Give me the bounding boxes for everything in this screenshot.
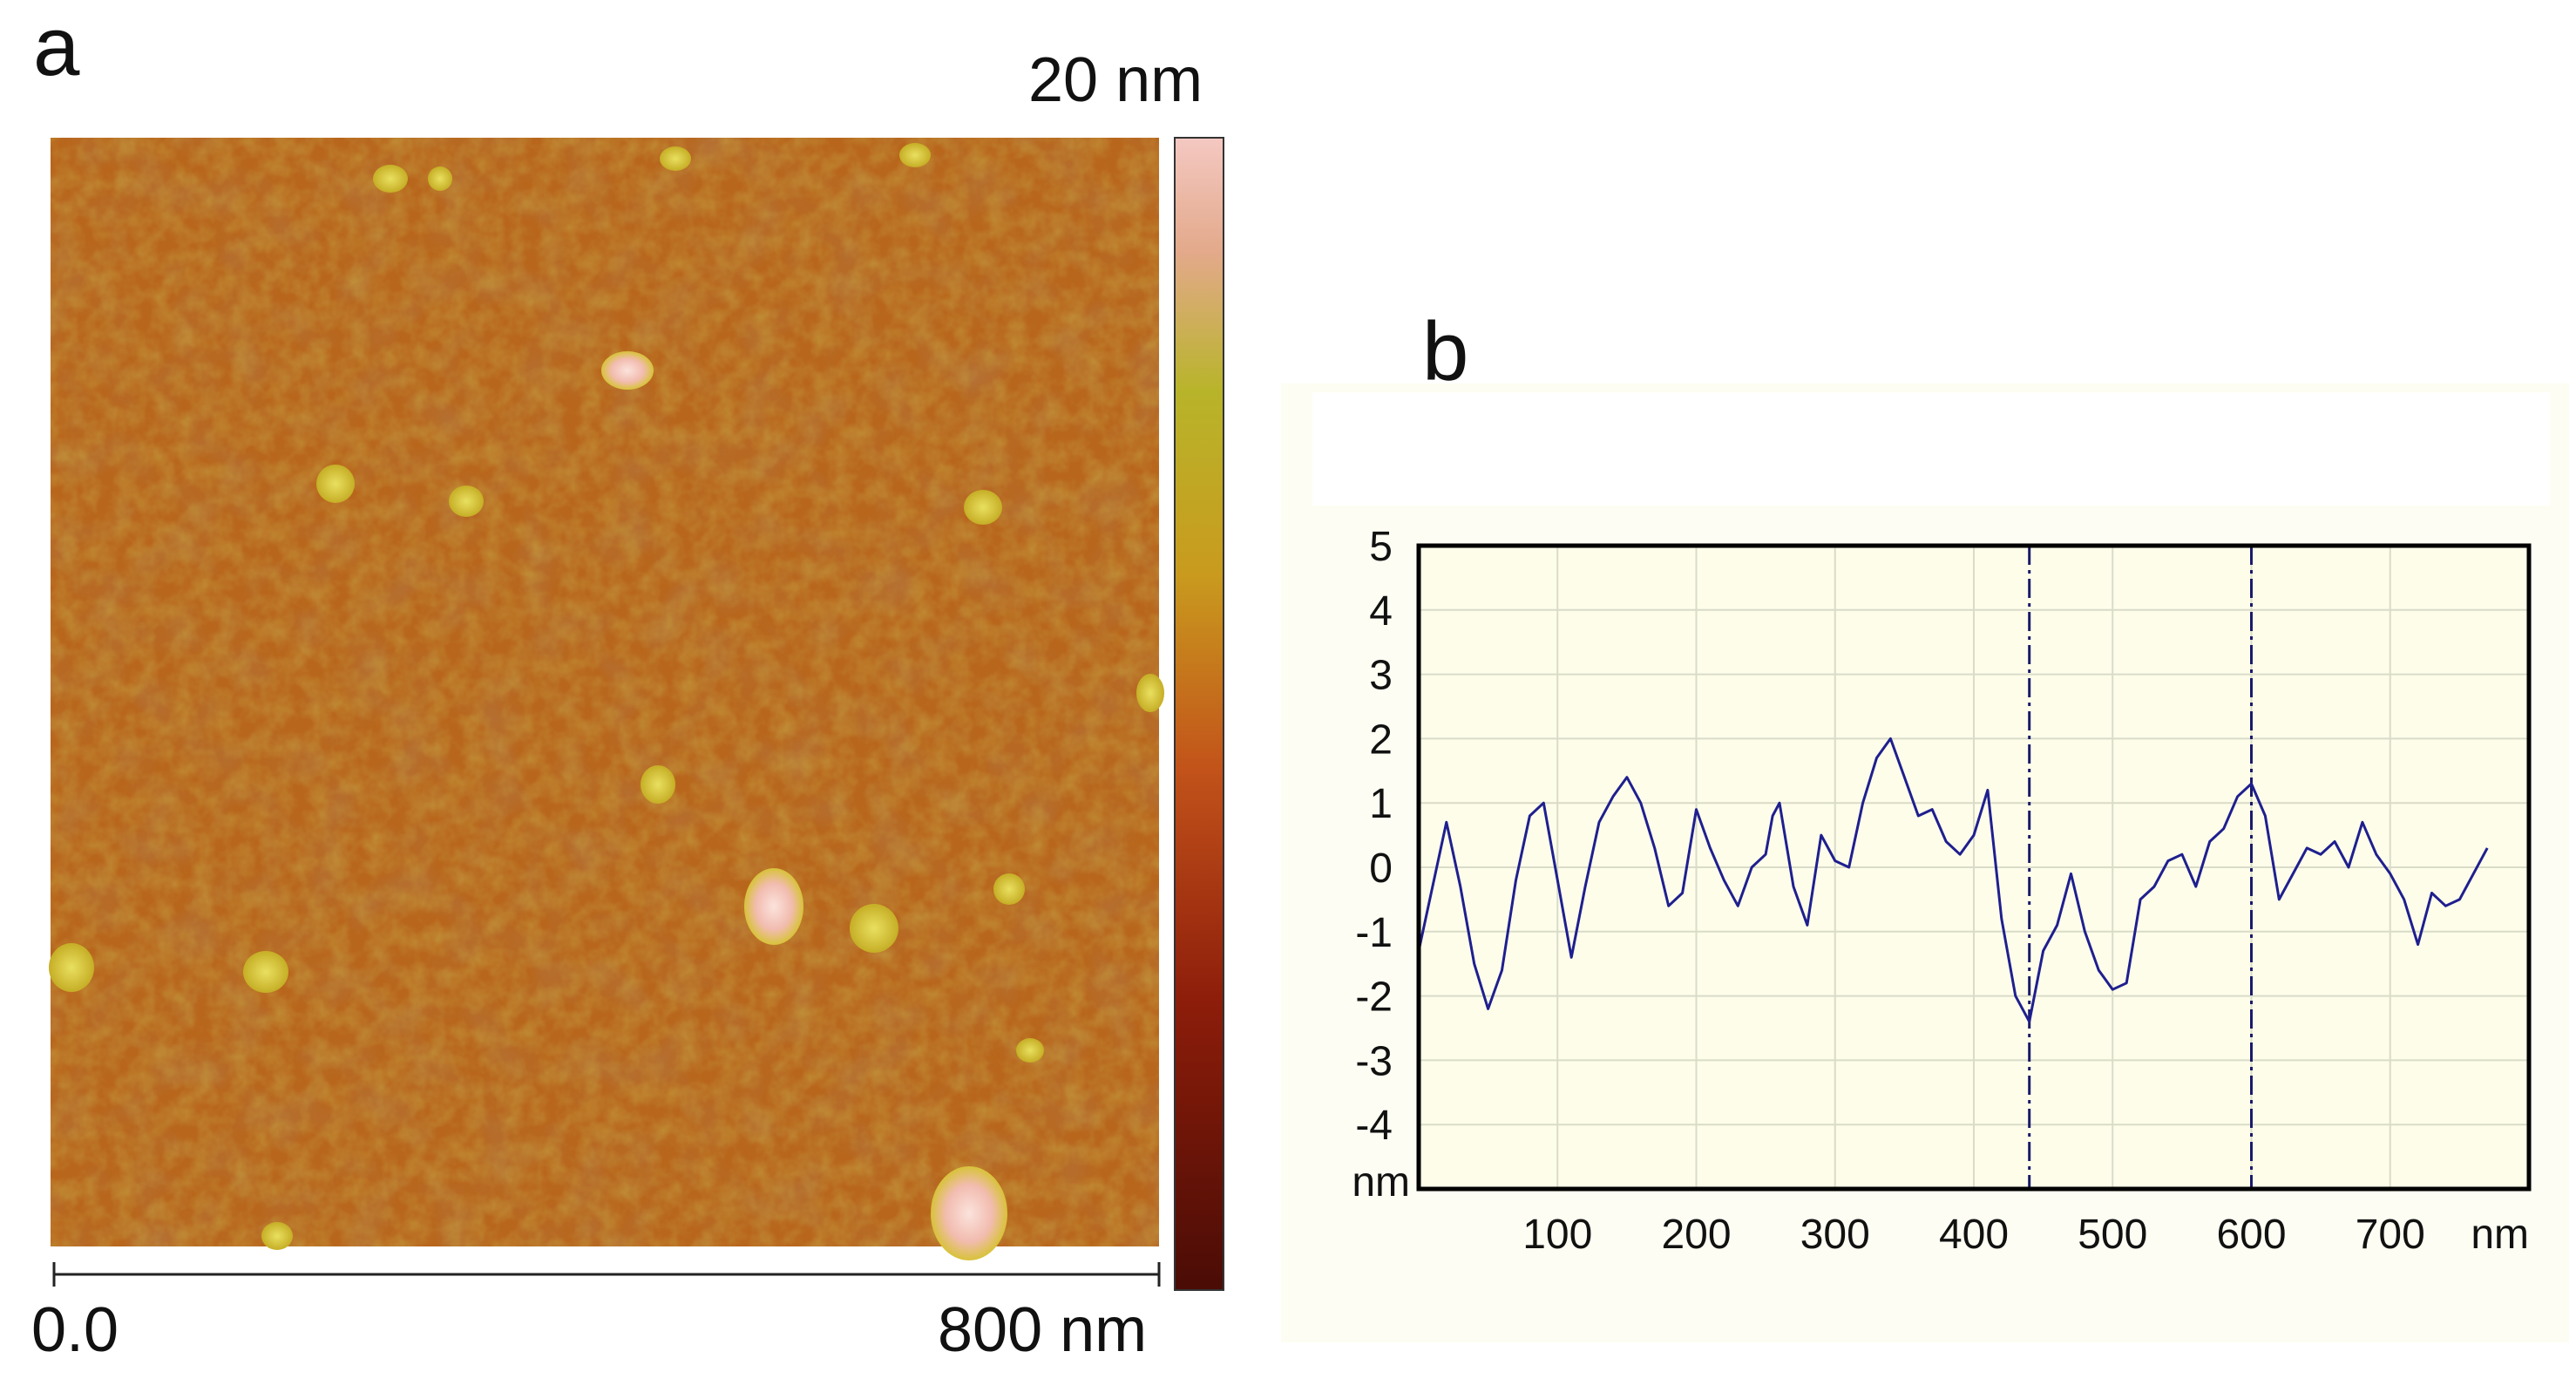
- x-tick-label: 100: [1522, 1212, 1592, 1258]
- afm-particles: [49, 143, 1164, 1260]
- afm-particle: [1016, 1038, 1044, 1063]
- scalebar-start-label: 0.0: [31, 1295, 119, 1365]
- y-tick-label: 3: [1369, 653, 1393, 699]
- afm-particle: [428, 166, 452, 191]
- afm-particle: [316, 465, 355, 503]
- x-axis-unit-label: nm: [2471, 1212, 2529, 1258]
- x-tick-label: 700: [2356, 1212, 2425, 1258]
- colorbar: [1174, 137, 1224, 1291]
- afm-particle: [931, 1166, 1007, 1260]
- scalebar-end-label: 800 nm: [938, 1295, 1148, 1365]
- afm-particle: [744, 868, 803, 945]
- afm-particle: [601, 351, 654, 390]
- panel-label-a: a: [33, 0, 80, 93]
- afm-particle: [449, 486, 484, 517]
- colorbar-max-label: 20 nm: [1028, 45, 1203, 115]
- x-tick-label: 400: [1939, 1212, 2009, 1258]
- y-tick-label: 5: [1369, 524, 1393, 570]
- y-tick-label: -4: [1355, 1103, 1393, 1149]
- y-tick-label: 1: [1369, 781, 1393, 827]
- x-tick-label: 200: [1661, 1212, 1731, 1258]
- x-tick-label: 500: [2078, 1212, 2147, 1258]
- afm-image: [49, 138, 1164, 1260]
- y-tick-label: 2: [1369, 716, 1393, 763]
- y-tick-label: 0: [1369, 846, 1393, 892]
- y-tick-label: -1: [1355, 910, 1393, 956]
- profile-header-strip: [1312, 392, 2550, 506]
- afm-particle: [261, 1222, 293, 1250]
- afm-particle: [641, 765, 675, 804]
- panel-label-b: b: [1422, 305, 1469, 398]
- afm-particle: [1136, 674, 1164, 712]
- afm-image-texture: [51, 138, 1159, 1246]
- afm-particle: [660, 146, 691, 171]
- profile-chart: 5 4 3 2 1 0 -1 -2 -3 -4 nm 100 200 300 400 500 600 700 nm: [1352, 524, 2532, 1258]
- afm-particle: [49, 943, 94, 992]
- afm-particle: [243, 951, 288, 993]
- scalebar: [52, 1262, 1161, 1287]
- afm-particle: [850, 904, 898, 953]
- afm-particle: [373, 165, 408, 193]
- x-tick-label: 600: [2216, 1212, 2286, 1258]
- afm-particle: [993, 873, 1025, 905]
- y-tick-label: 4: [1369, 588, 1393, 635]
- y-axis-unit-label: nm: [1352, 1159, 1410, 1205]
- plot-frame: [1416, 543, 2532, 1192]
- x-tick-label: 300: [1800, 1212, 1870, 1258]
- afm-particle: [899, 143, 931, 167]
- y-tick-label: -3: [1355, 1038, 1393, 1084]
- y-tick-label: -2: [1355, 975, 1393, 1021]
- afm-particle: [964, 490, 1002, 525]
